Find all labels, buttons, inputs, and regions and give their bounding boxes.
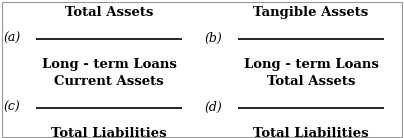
Text: Current Assets: Current Assets [54, 75, 164, 88]
Text: (c): (c) [4, 101, 20, 114]
Text: Total Assets: Total Assets [267, 75, 355, 88]
Text: (d): (d) [204, 101, 222, 114]
Text: Total Liabilities: Total Liabilities [51, 127, 167, 138]
Text: Tangible Assets: Tangible Assets [253, 6, 369, 19]
Text: Total Assets: Total Assets [65, 6, 153, 19]
Text: Total Liabilities: Total Liabilities [253, 127, 369, 138]
Text: (b): (b) [204, 32, 222, 45]
Text: Long - term Loans: Long - term Loans [42, 58, 177, 71]
Text: (a): (a) [3, 32, 20, 45]
Text: Long - term Loans: Long - term Loans [244, 58, 379, 71]
